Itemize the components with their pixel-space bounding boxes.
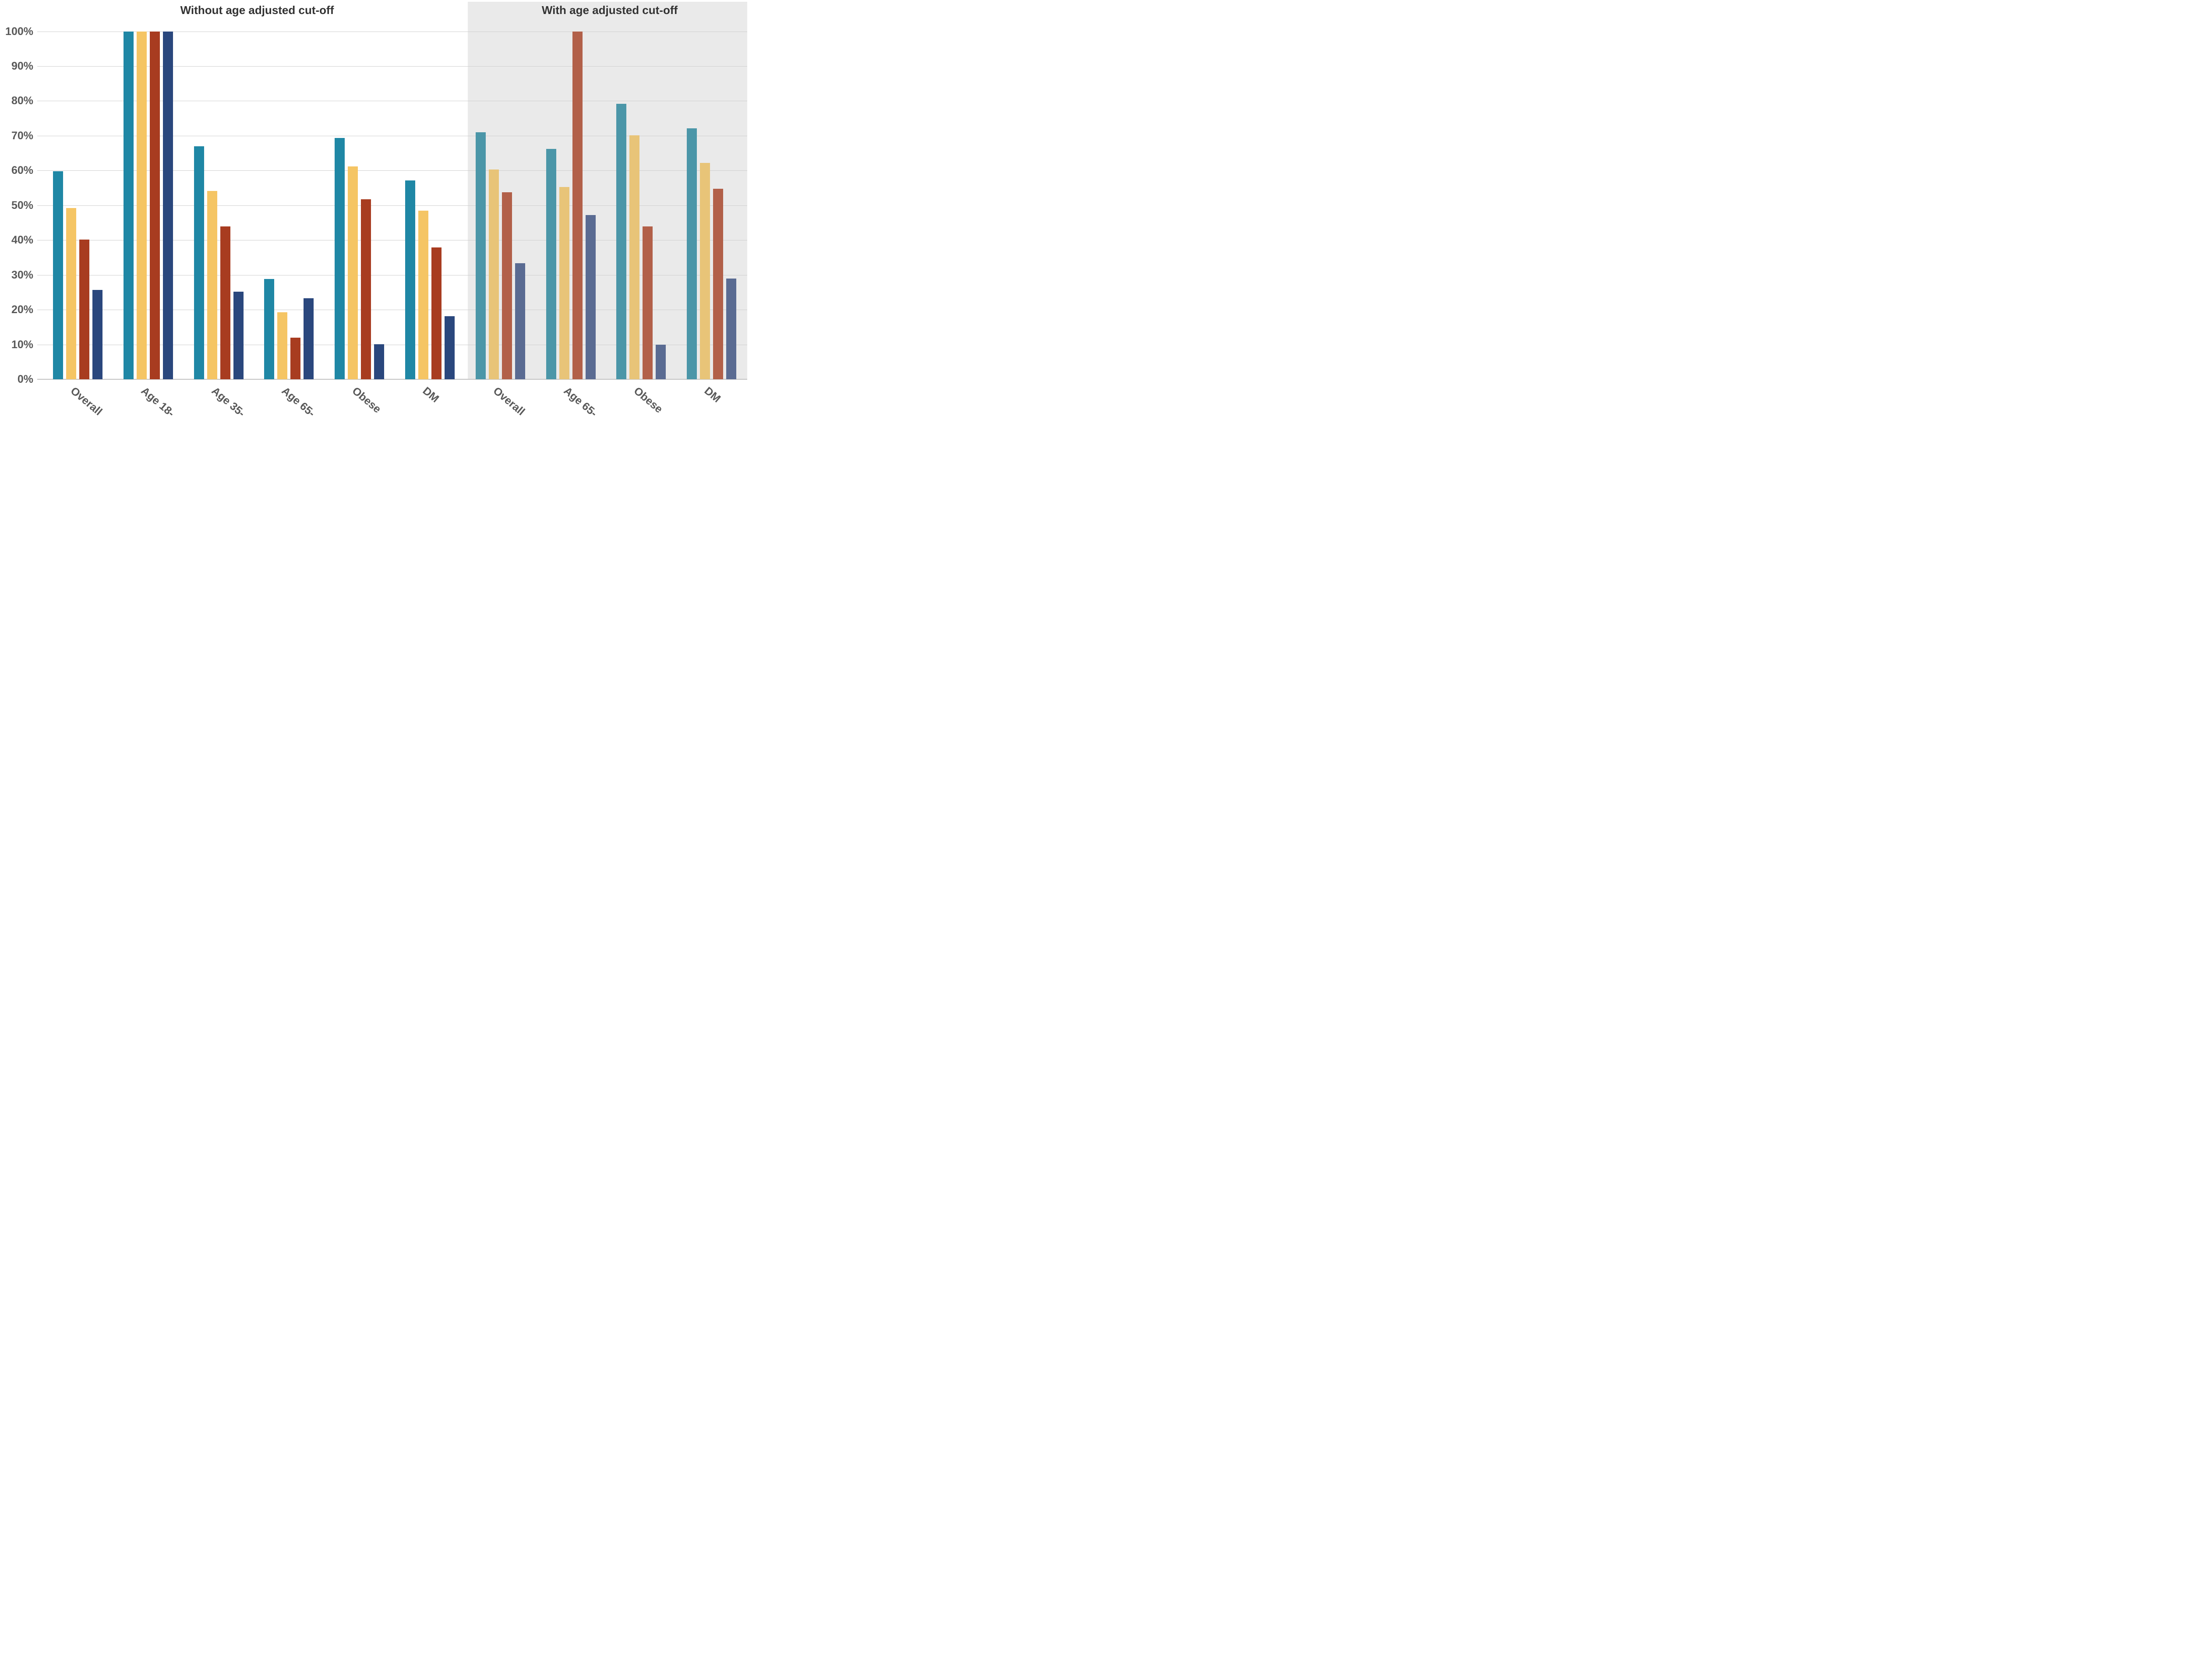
bar-series4-overall xyxy=(515,263,525,379)
bar-series1-obese xyxy=(616,103,627,379)
bar-series2-dm xyxy=(700,162,710,379)
y-axis-tick-label: 30% xyxy=(11,268,33,281)
y-axis-tick-label: 0% xyxy=(17,373,33,385)
y-axis-tick-label: 50% xyxy=(11,199,33,212)
bar-series1-overall xyxy=(53,171,63,379)
grid-line-50 xyxy=(37,205,747,206)
bar-series1-age65 xyxy=(264,279,275,379)
bar-series2-age35 xyxy=(207,191,217,379)
bar-series3-age18 xyxy=(149,31,160,379)
bar-series3-age35 xyxy=(220,226,230,379)
bar-series3-overall xyxy=(502,192,512,379)
bar-series2-age18 xyxy=(136,31,147,379)
x-axis-line xyxy=(37,379,747,380)
bar-series2-dm xyxy=(418,211,428,379)
bar-series4-obese xyxy=(374,344,385,379)
section-title-without-age-adjusted: Without age adjusted cut-off xyxy=(180,4,334,17)
bar-series3-overall xyxy=(79,239,89,379)
bar-series4-age65 xyxy=(304,298,314,379)
x-axis-category-label: Age 65- xyxy=(561,385,600,420)
bar-series3-dm xyxy=(431,247,442,379)
x-axis-category-label: Age 35- xyxy=(209,385,247,420)
section-title-with-age-adjusted: With age adjusted cut-off xyxy=(541,4,678,17)
bar-series2-age65 xyxy=(277,312,288,379)
y-axis-tick-label: 40% xyxy=(11,234,33,247)
bar-series1-age35 xyxy=(194,146,204,379)
x-axis-category-label: Obese xyxy=(350,385,384,416)
bar-series3-obese xyxy=(361,199,371,379)
bar-series2-obese xyxy=(629,135,640,379)
y-axis-tick-label: 70% xyxy=(11,129,33,142)
bar-series1-obese xyxy=(335,138,345,379)
bar-series4-dm xyxy=(445,316,455,379)
bar-series2-obese xyxy=(348,166,358,379)
bar-series3-age65 xyxy=(290,338,301,379)
bar-series2-overall xyxy=(488,169,499,379)
bar-series3-obese xyxy=(643,226,653,379)
x-axis-category-label: Overall xyxy=(68,385,105,418)
y-axis-tick-label: 60% xyxy=(11,164,33,177)
x-axis-category-label: Age 65- xyxy=(279,385,318,420)
bar-series1-age18 xyxy=(123,31,134,379)
x-axis-category-label: Age 18- xyxy=(138,385,177,420)
bar-series4-age18 xyxy=(162,31,173,379)
bar-series1-overall xyxy=(475,132,486,379)
y-axis-tick-label: 100% xyxy=(5,25,33,38)
bar-series4-dm xyxy=(726,279,737,379)
x-axis-category-label: Overall xyxy=(491,385,527,418)
bar-series4-age35 xyxy=(233,291,244,379)
x-axis-category-label: Obese xyxy=(632,385,665,416)
grid-line-60 xyxy=(37,170,747,171)
bar-series4-age65 xyxy=(585,215,596,379)
bar-series2-overall xyxy=(66,208,76,379)
bar-series1-dm xyxy=(687,128,697,379)
y-axis-tick-label: 10% xyxy=(11,338,33,351)
y-axis-tick-label: 90% xyxy=(11,60,33,72)
y-axis-tick-label: 80% xyxy=(11,95,33,107)
bar-chart: Without age adjusted cut-off With age ad… xyxy=(0,0,747,420)
x-axis-category-label: DM xyxy=(702,385,723,405)
bar-series3-age65 xyxy=(572,31,583,379)
bar-series1-dm xyxy=(405,180,415,379)
bar-series3-dm xyxy=(713,189,724,379)
bar-series1-age65 xyxy=(546,149,556,379)
bar-series2-age65 xyxy=(559,187,569,379)
grid-line-90 xyxy=(37,66,747,67)
x-axis-category-label: DM xyxy=(420,385,442,405)
y-axis-tick-label: 20% xyxy=(11,304,33,316)
bar-series4-obese xyxy=(656,344,666,379)
bar-series4-overall xyxy=(92,289,102,379)
